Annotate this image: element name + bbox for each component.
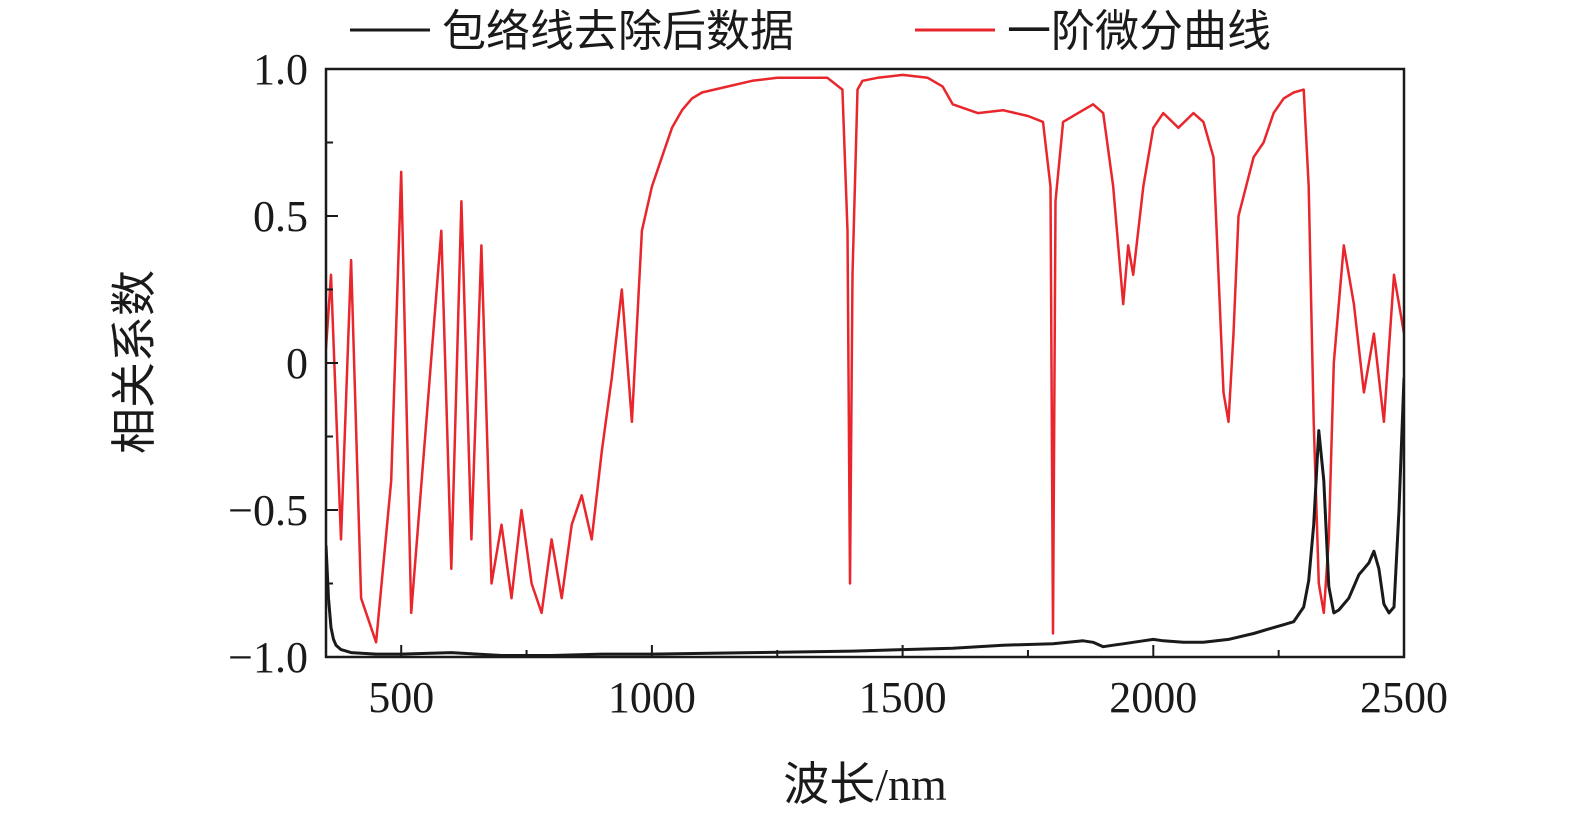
x-tick-label: 500 (368, 673, 434, 722)
x-axis-ticks: 500 1000 1500 2000 2500 (368, 645, 1448, 722)
y-tick-label: 0 (286, 339, 308, 388)
x-tick-label: 2000 (1109, 673, 1197, 722)
plot-frame (324, 67, 1406, 659)
series-line-first-derivative (326, 73, 1404, 644)
x-axis-title: 波长/nm (783, 759, 947, 810)
y-tick-label: −1.0 (228, 633, 308, 682)
legend-label-red-line: 一阶微分曲线 (1007, 7, 1271, 56)
series-line-continuum-removed (326, 377, 1404, 657)
legend: 包络线去除后数据 一阶微分曲线 (350, 7, 1271, 56)
y-tick-label: −0.5 (228, 486, 308, 535)
y-axis-ticks: 1.0 0.5 0 −0.5 −1.0 (228, 45, 338, 682)
plot-area (326, 73, 1404, 657)
x-tick-label: 2500 (1360, 673, 1448, 722)
x-tick-label: 1000 (608, 673, 696, 722)
y-tick-label: 0.5 (253, 192, 308, 241)
x-tick-label: 1500 (859, 673, 947, 722)
y-tick-label: 1.0 (253, 45, 308, 94)
legend-label-black-line: 包络线去除后数据 (442, 7, 794, 56)
y-axis-title: 相关系数 (109, 270, 160, 454)
